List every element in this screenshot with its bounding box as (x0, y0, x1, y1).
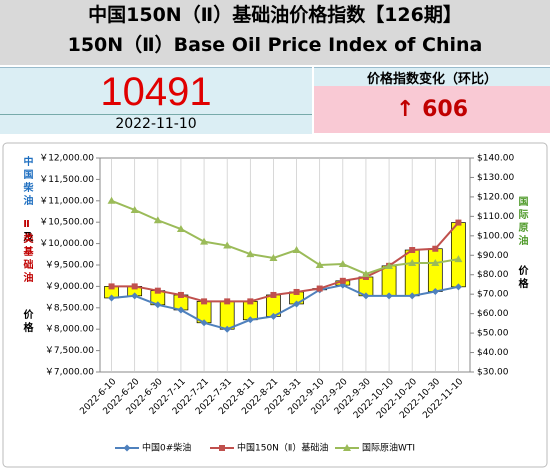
y2-tick-label: $90.00 (477, 251, 509, 261)
y2-tick-label: $100.00 (477, 231, 514, 241)
legend-marker (123, 444, 131, 452)
y2-tick-label: $110.00 (477, 212, 514, 222)
point (223, 241, 232, 249)
point (293, 288, 300, 295)
index-panel: 10491 2022-11-10 (0, 67, 312, 134)
point (200, 237, 209, 245)
axis-title: 中国柴油 (21, 155, 34, 208)
point (177, 306, 185, 314)
point (154, 287, 161, 294)
point (131, 283, 138, 290)
spread-bar (451, 222, 466, 288)
y2-tick-label: $140.00 (477, 154, 514, 164)
point (362, 273, 369, 280)
index-date: 2022-11-10 (0, 114, 312, 132)
point (224, 298, 231, 305)
chart: ￥7,000.00 ￥7,500.00 ￥8,000.00 ￥8,500.00 ￥9,0… (2, 142, 548, 468)
change-value: ↑ 606 (314, 86, 550, 133)
point (108, 294, 116, 302)
point (455, 219, 462, 226)
point (432, 245, 439, 252)
spread-bar (404, 249, 420, 297)
index-value: 10491 (100, 70, 212, 114)
spread-bar (427, 248, 443, 292)
y2-tick-label: $50.00 (477, 329, 509, 339)
legend-marker (219, 445, 225, 451)
point (223, 325, 231, 333)
y-tick-label: ￥10,000.00 (39, 239, 94, 249)
point (107, 196, 116, 204)
change-label: 价格指数变化（环比） (314, 67, 550, 87)
series-line (111, 221, 460, 303)
point (431, 288, 439, 296)
point (315, 261, 324, 268)
y-tick-label: ￥9,500.00 (45, 261, 94, 271)
y2-tick-label: $120.00 (477, 192, 514, 202)
axis-title: 价格 (516, 265, 528, 291)
series-line (111, 199, 459, 276)
point (246, 316, 254, 324)
point (316, 285, 323, 292)
y-tick-label: ￥10,500.00 (39, 218, 94, 228)
point (361, 269, 370, 277)
point (409, 247, 416, 254)
point (454, 283, 462, 291)
legend-label: 中国0#柴油 (142, 442, 191, 454)
y2-tick-label: $130.00 (477, 173, 514, 183)
point (385, 261, 394, 269)
point (130, 205, 139, 213)
point (246, 250, 255, 258)
header: 中国150N（Ⅱ）基础油价格指数【126期】 150N（Ⅱ）Base Oil P… (0, 0, 550, 65)
legend-label: 国际原油WTI (362, 442, 415, 454)
spread-bar (219, 301, 235, 330)
y2-tick-label: $80.00 (477, 270, 509, 280)
y-tick-label: ￥11,500.00 (39, 175, 94, 185)
y-tick-label: ￥11,000.00 (39, 196, 94, 206)
y2-tick-label: $30.00 (477, 368, 509, 378)
spread-bar (381, 265, 397, 297)
legend-label: 中国150N（Ⅱ）基础油 (237, 442, 328, 454)
point (269, 253, 278, 261)
point (177, 291, 184, 298)
point (431, 259, 440, 267)
title-en: 150N（Ⅱ）Base Oil Price Index of China (67, 34, 483, 56)
point (362, 292, 370, 300)
point (131, 292, 139, 300)
y-tick-label: ￥12,000.00 (39, 154, 94, 164)
axis-title: 国际原油 (516, 196, 528, 248)
axis-title: 及 (21, 231, 33, 244)
point (385, 292, 393, 300)
point (339, 277, 346, 284)
title-cn: 中国150N（Ⅱ）基础油价格指数【126期】 (88, 4, 462, 26)
point (408, 292, 416, 300)
y2-tick-label: $40.00 (477, 348, 509, 358)
point (176, 225, 185, 233)
y-tick-label: ￥7,000.00 (45, 368, 94, 378)
point (247, 298, 254, 305)
point (293, 300, 301, 308)
y-tick-label: ￥8,500.00 (45, 303, 94, 313)
point (201, 298, 208, 305)
y-tick-label: ￥9,000.00 (45, 282, 94, 292)
point (270, 291, 277, 298)
y2-tick-label: $70.00 (477, 290, 509, 300)
point (200, 319, 208, 327)
point (408, 259, 417, 267)
axis-title: Ⅱ类基础油 (21, 219, 34, 285)
axis-title: 价格 (21, 309, 33, 335)
point (292, 246, 301, 254)
legend-marker (343, 444, 351, 451)
y-tick-label: ￥8,000.00 (45, 325, 94, 335)
series-line (111, 284, 459, 331)
point (153, 216, 162, 224)
point (269, 312, 277, 320)
point (454, 255, 463, 263)
y-tick-label: ￥7,500.00 (45, 346, 94, 356)
point (154, 301, 162, 309)
point (338, 260, 347, 268)
point (108, 283, 115, 290)
y2-tick-label: $60.00 (477, 309, 509, 319)
